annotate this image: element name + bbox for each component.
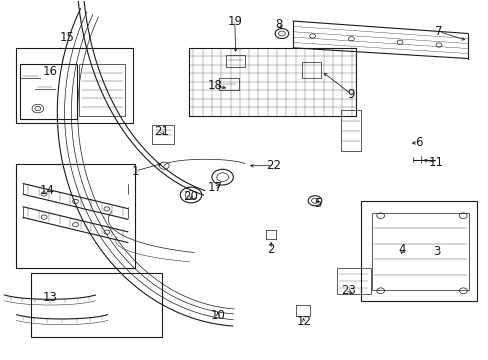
Bar: [301, 62, 321, 78]
Text: 4: 4: [398, 243, 406, 256]
Bar: [16, 164, 135, 267]
Bar: [16, 48, 132, 123]
Text: 5: 5: [313, 197, 321, 210]
Bar: [20, 64, 77, 119]
Bar: [79, 64, 125, 116]
Text: 13: 13: [42, 291, 57, 305]
Bar: [152, 125, 174, 144]
Bar: [371, 213, 468, 290]
Bar: [225, 55, 245, 67]
Bar: [219, 78, 238, 90]
Text: 10: 10: [210, 309, 225, 322]
Text: 1: 1: [131, 165, 139, 177]
Text: 15: 15: [60, 31, 74, 44]
Text: 2: 2: [267, 243, 274, 256]
Text: 14: 14: [40, 184, 55, 197]
Text: 23: 23: [341, 284, 356, 297]
Bar: [340, 111, 361, 152]
Text: 22: 22: [265, 159, 281, 172]
Text: 19: 19: [227, 14, 242, 27]
Text: 18: 18: [207, 79, 223, 92]
Bar: [361, 202, 476, 301]
Text: 3: 3: [432, 245, 439, 258]
Text: 12: 12: [296, 315, 311, 328]
Text: 21: 21: [154, 125, 169, 138]
Text: 16: 16: [42, 64, 58, 77]
Text: 17: 17: [207, 181, 223, 194]
Text: 20: 20: [183, 190, 198, 203]
Bar: [336, 267, 370, 294]
Text: 6: 6: [414, 136, 422, 149]
Text: 9: 9: [347, 88, 354, 101]
Bar: [30, 273, 162, 337]
Text: 7: 7: [434, 25, 442, 38]
Text: 11: 11: [428, 156, 443, 168]
Text: 8: 8: [274, 18, 282, 31]
